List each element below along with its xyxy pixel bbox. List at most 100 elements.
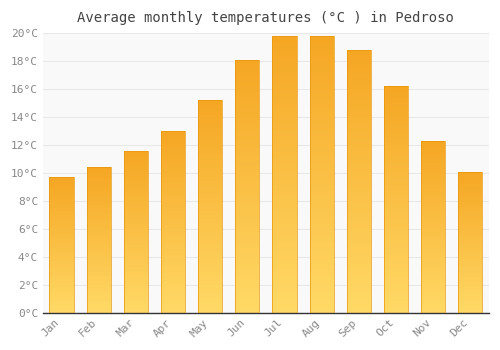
Bar xyxy=(272,149,296,152)
Bar xyxy=(86,254,111,256)
Bar xyxy=(421,151,445,153)
Bar xyxy=(161,300,185,302)
Bar xyxy=(310,274,334,277)
Bar xyxy=(458,269,482,270)
Bar xyxy=(347,297,371,300)
Bar xyxy=(310,307,334,310)
Bar xyxy=(124,199,148,201)
Bar xyxy=(236,168,260,171)
Bar xyxy=(272,252,296,254)
Bar xyxy=(124,150,148,152)
Bar xyxy=(124,235,148,237)
Bar xyxy=(384,159,408,161)
Bar xyxy=(86,308,111,310)
Bar xyxy=(86,288,111,289)
Bar xyxy=(198,292,222,294)
Bar xyxy=(161,158,185,160)
Bar xyxy=(50,197,74,199)
Bar xyxy=(272,307,296,310)
Bar xyxy=(50,205,74,207)
Bar xyxy=(347,289,371,292)
Bar xyxy=(50,204,74,205)
Bar xyxy=(384,134,408,136)
Bar xyxy=(310,232,334,235)
Bar xyxy=(272,61,296,64)
Bar xyxy=(86,182,111,183)
Bar xyxy=(384,197,408,199)
Bar xyxy=(161,204,185,205)
Bar xyxy=(347,221,371,223)
Bar xyxy=(161,193,185,195)
Bar xyxy=(161,187,185,189)
Bar xyxy=(124,304,148,306)
Bar xyxy=(124,261,148,262)
Bar xyxy=(50,220,74,222)
Bar xyxy=(161,131,185,313)
Bar xyxy=(310,235,334,238)
Bar xyxy=(310,210,334,213)
Bar xyxy=(421,141,445,313)
Bar xyxy=(458,300,482,301)
Bar xyxy=(236,302,260,305)
Bar xyxy=(458,204,482,205)
Bar xyxy=(421,276,445,278)
Bar xyxy=(86,268,111,269)
Bar xyxy=(198,185,222,187)
Bar xyxy=(347,179,371,181)
Bar xyxy=(421,232,445,233)
Bar xyxy=(458,172,482,313)
Bar xyxy=(347,129,371,131)
Bar xyxy=(384,286,408,288)
Bar xyxy=(124,267,148,269)
Bar xyxy=(272,202,296,205)
Bar xyxy=(347,237,371,239)
Bar xyxy=(310,91,334,94)
Bar xyxy=(384,181,408,184)
Bar xyxy=(272,72,296,75)
Bar xyxy=(421,196,445,197)
Bar xyxy=(310,260,334,263)
Bar xyxy=(236,133,260,136)
Bar xyxy=(86,234,111,236)
Bar xyxy=(421,199,445,201)
Bar xyxy=(421,295,445,297)
Bar xyxy=(124,243,148,245)
Bar xyxy=(124,264,148,266)
Bar xyxy=(272,105,296,108)
Bar xyxy=(347,87,371,89)
Bar xyxy=(124,293,148,295)
Bar xyxy=(347,158,371,160)
Bar xyxy=(421,163,445,165)
Bar xyxy=(458,183,482,184)
Bar xyxy=(236,196,260,199)
Bar xyxy=(272,100,296,103)
Bar xyxy=(50,252,74,253)
Bar xyxy=(50,216,74,218)
Bar xyxy=(50,246,74,247)
Bar xyxy=(161,254,185,256)
Bar xyxy=(236,191,260,194)
Bar xyxy=(421,240,445,242)
Bar xyxy=(347,61,371,63)
Bar xyxy=(124,173,148,175)
Bar xyxy=(86,250,111,252)
Bar xyxy=(347,205,371,208)
Bar xyxy=(50,230,74,231)
Bar xyxy=(236,227,260,229)
Bar xyxy=(86,263,111,265)
Bar xyxy=(272,66,296,69)
Bar xyxy=(198,143,222,145)
Bar xyxy=(86,281,111,282)
Bar xyxy=(272,216,296,219)
Bar xyxy=(198,132,222,134)
Bar xyxy=(384,290,408,292)
Bar xyxy=(124,225,148,227)
Bar xyxy=(198,124,222,126)
Bar xyxy=(347,74,371,76)
Bar xyxy=(50,310,74,311)
Bar xyxy=(310,141,334,144)
Bar xyxy=(458,266,482,267)
Bar xyxy=(236,206,260,209)
Bar xyxy=(50,184,74,185)
Bar xyxy=(161,233,185,234)
